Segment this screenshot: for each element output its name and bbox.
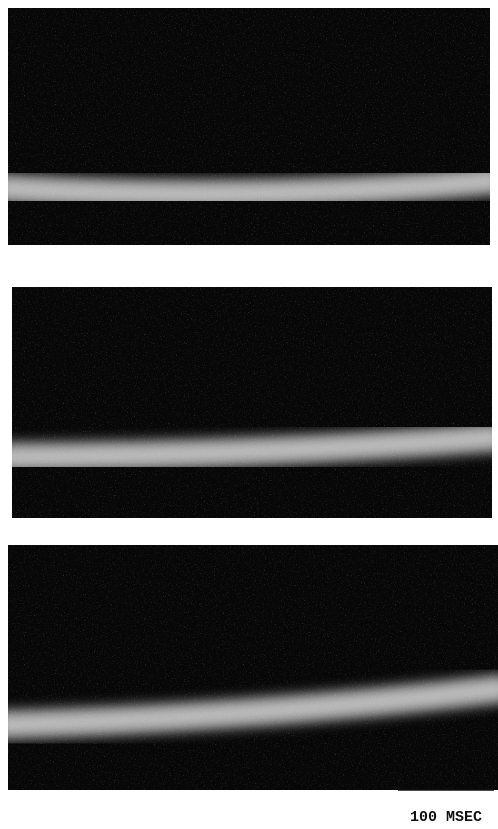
panel-content — [8, 545, 498, 790]
oscilloscope-panels — [8, 8, 498, 790]
trace-panel — [12, 287, 492, 518]
scale-bar-label: 100 MSEC — [410, 809, 482, 826]
trace-panel — [8, 8, 490, 245]
film-grain — [12, 287, 492, 518]
panel-content — [8, 8, 490, 245]
film-grain — [8, 8, 490, 245]
film-grain — [8, 545, 498, 790]
trace-panel — [8, 545, 498, 790]
panel-content — [12, 287, 492, 518]
